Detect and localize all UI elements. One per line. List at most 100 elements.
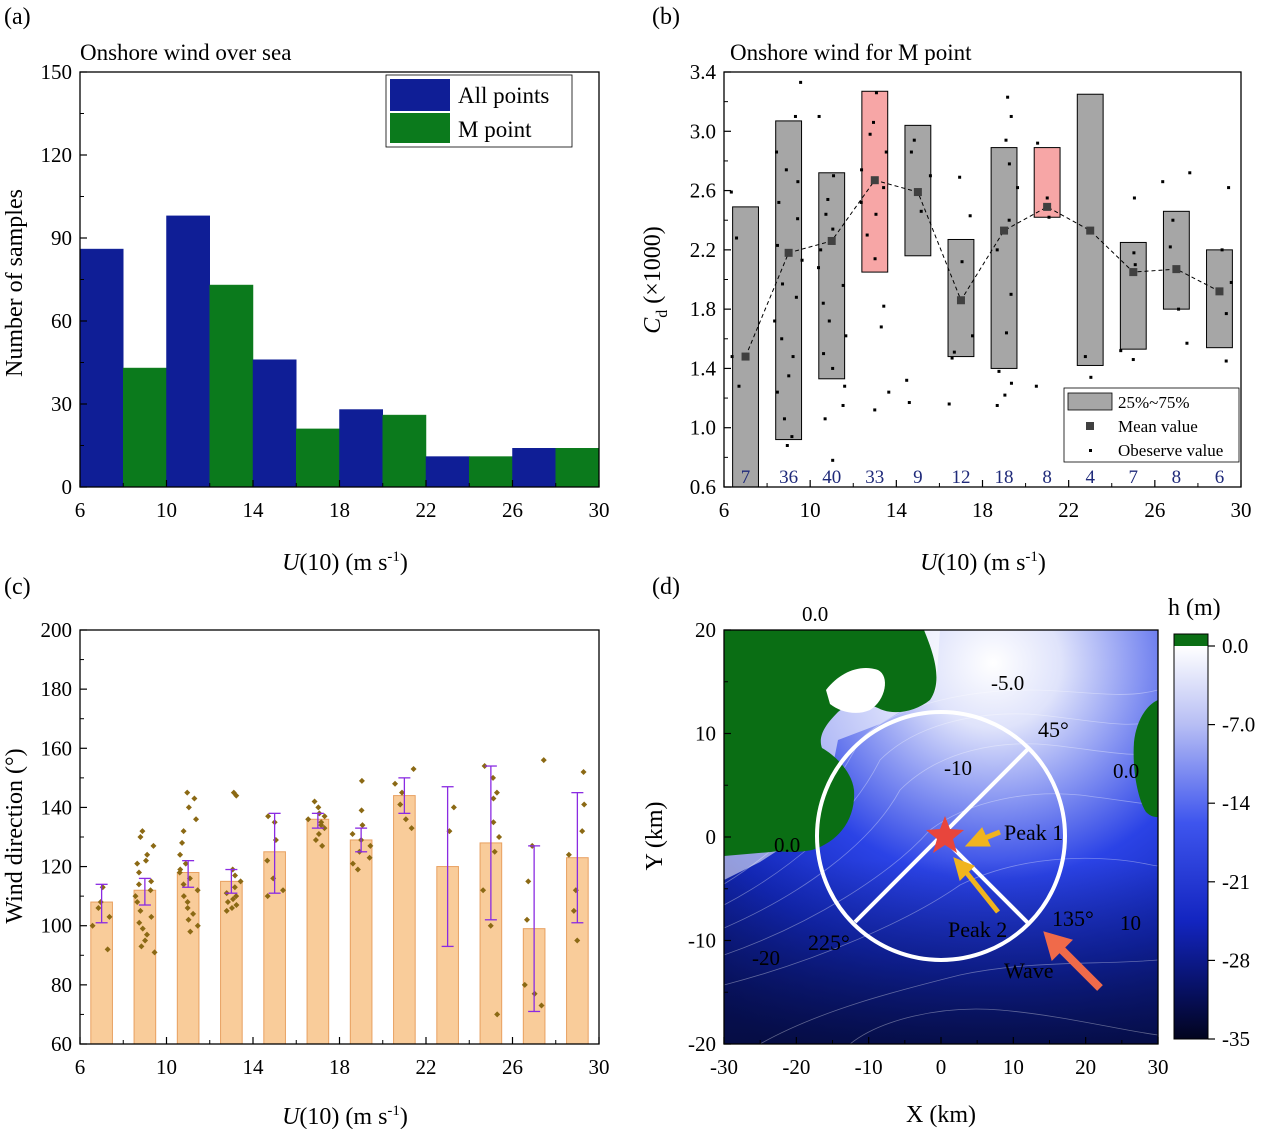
- x-tick-label: 14: [886, 498, 908, 522]
- mean-marker-7: [741, 352, 750, 361]
- mean-marker-15: [913, 188, 922, 197]
- y-tick-label: 160: [41, 736, 73, 760]
- observe-point: [791, 355, 795, 359]
- observe-point: [151, 949, 158, 956]
- observe-point: [144, 851, 151, 858]
- observe-point: [367, 842, 374, 849]
- observe-point: [265, 813, 272, 820]
- observe-point: [494, 1011, 501, 1018]
- contour-label-minus-10: -10: [944, 756, 972, 780]
- observe-point: [480, 887, 487, 894]
- observe-point: [790, 435, 794, 439]
- y-tick-label: 3.4: [690, 60, 717, 84]
- wave-arrow-icon: [1043, 931, 1103, 991]
- observe-point: [868, 132, 872, 136]
- observe-point: [860, 168, 864, 172]
- observe-point: [565, 851, 572, 858]
- x-tick-label: -20: [782, 1055, 810, 1079]
- observe-point: [359, 822, 366, 829]
- observe-point: [1009, 114, 1013, 118]
- observe-point: [321, 825, 328, 832]
- observe-point: [521, 981, 528, 988]
- observe-point: [487, 922, 494, 929]
- x-tick-label: 14: [243, 498, 265, 522]
- panel-b-y-axis-label: Cd (×1000): [640, 226, 671, 334]
- observe-point: [147, 887, 154, 894]
- mean-marker-21: [1043, 202, 1052, 211]
- bar-all-points-16: [252, 359, 297, 488]
- observe-point: [912, 138, 916, 142]
- observe-point: [1089, 375, 1093, 379]
- x-tick-label: 6: [75, 1055, 86, 1079]
- peak-1-label: Peak 1: [1004, 820, 1063, 845]
- legend-box-swatch: [1067, 392, 1113, 411]
- panel-b-title: Onshore wind for M point: [730, 40, 972, 65]
- observe-point: [231, 884, 238, 891]
- observe-point: [223, 907, 230, 914]
- x-tick-label: 30: [589, 498, 610, 522]
- observe-point: [581, 801, 588, 808]
- observe-point: [844, 334, 848, 338]
- y-tick-label: 1.4: [690, 356, 717, 380]
- legend-observe-marker: [1089, 449, 1092, 452]
- observe-point: [1132, 196, 1136, 200]
- observe-point: [264, 893, 271, 900]
- y-tick-label: 150: [41, 60, 73, 84]
- observe-point: [106, 913, 113, 920]
- observe-point: [190, 910, 197, 917]
- observe-point: [392, 780, 399, 787]
- observe-point: [137, 907, 144, 914]
- observe-point: [272, 836, 279, 843]
- y-tick-label: 30: [51, 392, 72, 416]
- observe-point: [775, 150, 779, 154]
- observe-point: [150, 842, 157, 849]
- observe-point: [237, 878, 244, 885]
- observe-point: [99, 884, 106, 891]
- observe-point: [136, 869, 143, 876]
- observe-point: [841, 283, 845, 287]
- observe-point: [821, 301, 825, 305]
- observe-point: [824, 212, 828, 216]
- observe-point: [135, 881, 142, 888]
- observe-point: [1133, 263, 1137, 267]
- mean-marker-27: [1172, 265, 1181, 274]
- observe-point: [1083, 355, 1087, 359]
- depth-contours: [724, 689, 1158, 1044]
- mean-marker-23: [1086, 226, 1095, 235]
- y-tick-label: 2.6: [690, 179, 716, 203]
- x-tick-label: 10: [1003, 1055, 1024, 1079]
- land-corner: [724, 630, 740, 668]
- observe-point: [799, 80, 803, 84]
- panel-c-label: (c): [4, 574, 31, 600]
- observe-point: [1161, 180, 1165, 184]
- observe-point: [785, 444, 789, 447]
- observe-point: [780, 337, 784, 341]
- legend-mean-label: Mean value: [1118, 417, 1198, 436]
- observe-point: [184, 789, 191, 796]
- observe-point: [184, 904, 191, 911]
- observe-point: [95, 904, 102, 911]
- observe-point: [730, 355, 734, 359]
- observe-point: [874, 91, 878, 95]
- observe-point: [315, 804, 322, 811]
- x-tick-label: 6: [719, 498, 730, 522]
- observe-point: [89, 922, 96, 929]
- colorbar-tick-label: -21: [1222, 870, 1250, 894]
- observe-point: [180, 893, 187, 900]
- observe-point: [349, 860, 356, 867]
- contour-label-zero-east: 0.0: [1113, 759, 1139, 783]
- y-tick-label: 200: [41, 618, 73, 642]
- colorbar-title: h (m): [1168, 595, 1221, 621]
- observe-point: [823, 417, 827, 421]
- observe-point: [233, 902, 240, 909]
- observe-point: [781, 282, 785, 286]
- y-tick-label: 0.6: [690, 475, 716, 499]
- panel-c: (c) 6 10 14 18 22 26 306080100120140160180200 …: [2, 574, 610, 1129]
- bar-all-points-28: [512, 448, 556, 488]
- colorbar-land-segment: [1174, 634, 1208, 646]
- observe-point: [311, 798, 318, 805]
- observe-point: [318, 822, 325, 829]
- x-tick-label: 22: [416, 498, 437, 522]
- contour-label-10: 10: [1120, 911, 1141, 935]
- observe-point: [884, 150, 888, 154]
